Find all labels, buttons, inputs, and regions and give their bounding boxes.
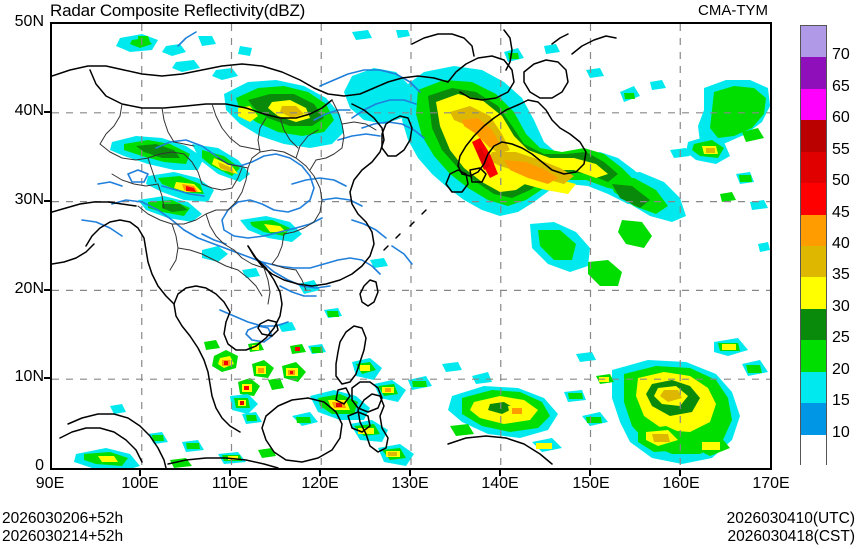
- colorbar-segment: [801, 151, 826, 185]
- map-plot-area[interactable]: [50, 22, 772, 470]
- colorbar-label: 30: [832, 297, 850, 315]
- x-tick-150e: 150E: [572, 475, 610, 492]
- colorbar-segment: [801, 277, 826, 310]
- valid-time-cst: 2026030418(CST): [727, 528, 855, 545]
- radar-echo-layer: [74, 30, 770, 468]
- colorbar-label: 40: [832, 235, 850, 252]
- colorbar-segment: [801, 434, 826, 466]
- echo-yangtze: [202, 216, 302, 262]
- colorbar-label: 20: [832, 360, 850, 378]
- colorbar-segment: [801, 214, 826, 247]
- echo-japan-system: [344, 66, 686, 286]
- colorbar-label: 25: [832, 329, 850, 347]
- map-gridlines: [52, 24, 770, 468]
- y-tick-50n: 50N: [14, 13, 44, 30]
- map-coastlines: [52, 29, 617, 468]
- echo-philippines: [292, 358, 414, 466]
- echo-maritime-continent: [74, 404, 276, 468]
- map-graphics: [52, 24, 770, 468]
- colorbar-segment: [801, 120, 826, 153]
- y-tick-40n: 40N: [14, 102, 44, 119]
- colorbar-segment: [801, 340, 826, 373]
- colorbar-label: 55: [832, 140, 850, 158]
- colorbar-label: 10: [832, 423, 850, 441]
- x-tick-160e: 160E: [662, 475, 700, 492]
- x-tick-130e: 130E: [391, 475, 429, 492]
- echo-indochina: [204, 340, 306, 424]
- echo-nwpac-band: [670, 80, 770, 252]
- y-tick-0: 0: [35, 457, 44, 474]
- colorbar-label: 60: [832, 109, 850, 127]
- init-time-cst: 2026030214+52h: [2, 528, 124, 545]
- echo-misc-north: [352, 30, 666, 102]
- source-label: CMA-TYM: [698, 2, 768, 19]
- colorbar-label: 65: [832, 77, 850, 95]
- colorbar-label: 35: [832, 266, 850, 284]
- colorbar-segment: [801, 403, 826, 436]
- echo-sichuan-line: [110, 136, 250, 222]
- x-tick-90e: 90E: [35, 475, 65, 492]
- colorbar-segment: [801, 57, 826, 90]
- y-tick-10n: 10N: [14, 368, 44, 385]
- x-tick-110e: 110E: [211, 475, 249, 492]
- colorbar-segment: [801, 183, 826, 216]
- echo-east-pacific: [576, 338, 768, 464]
- valid-time-utc: 2026030410(UTC): [726, 510, 855, 527]
- colorbar-segment: [801, 308, 826, 342]
- colorbar[interactable]: [800, 25, 827, 466]
- colorbar-label: 50: [832, 172, 850, 190]
- colorbar-label: 70: [832, 46, 850, 64]
- y-tick-30n: 30N: [14, 191, 44, 208]
- page-title: Radar Composite Reflectivity(dBZ): [50, 1, 306, 20]
- colorbar-label: 15: [832, 392, 850, 410]
- y-axis: 50N 40N 30N 20N 10N 0: [0, 0, 50, 549]
- map-canvas: [52, 24, 770, 468]
- colorbar-segment: [801, 26, 826, 59]
- colorbar-label: 45: [832, 203, 850, 221]
- echo-north-china: [224, 80, 344, 148]
- y-tick-20n: 20N: [14, 280, 44, 297]
- init-time-utc: 2026030206+52h: [2, 510, 124, 527]
- x-tick-120e: 120E: [301, 475, 339, 492]
- echo-itcz-central: [408, 362, 586, 452]
- echo-mongolia-scatter: [116, 34, 252, 80]
- x-tick-100e: 100E: [121, 475, 159, 492]
- colorbar-segment: [801, 246, 826, 279]
- colorbar-segment: [801, 371, 826, 405]
- x-tick-140e: 140E: [481, 475, 519, 492]
- x-tick-170e: 170E: [752, 475, 790, 492]
- colorbar-segment: [801, 88, 826, 122]
